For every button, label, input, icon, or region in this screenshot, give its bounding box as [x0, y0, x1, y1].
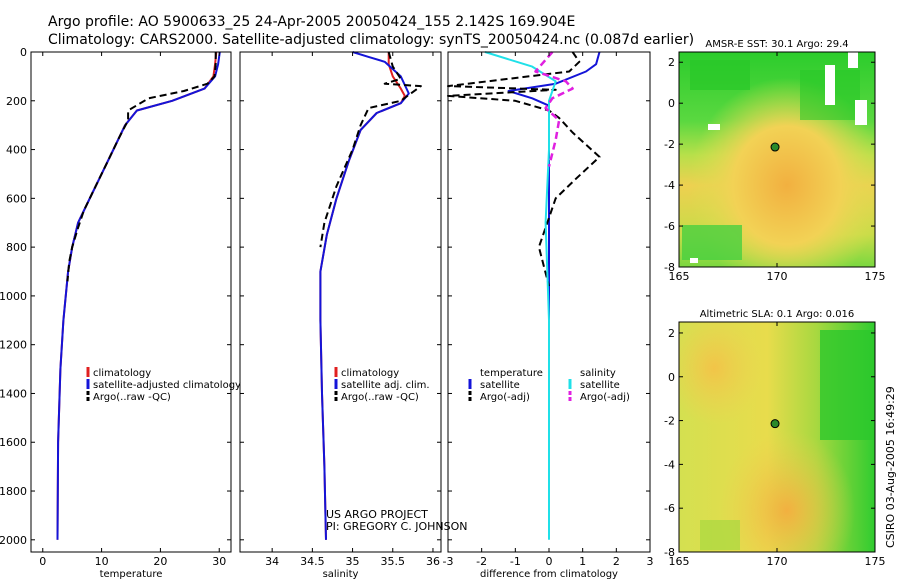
salinity-xtick-label: 34: [265, 555, 279, 568]
sst-xtick-label: 170: [767, 270, 788, 283]
salinity-xtick-label: 35.5: [381, 555, 406, 568]
sst-ytick-label: -8: [664, 261, 675, 274]
sla-xtick-label: 175: [865, 555, 886, 568]
difference-series-1: [507, 51, 601, 516]
sla-xtick-label: 165: [669, 555, 690, 568]
sst-ytick-label: -2: [664, 138, 675, 151]
difference-xtick-label: -1: [510, 555, 521, 568]
sla-xtick-label: 170: [767, 555, 788, 568]
temperature-series-1: [56, 51, 218, 540]
sst-map-image: [679, 52, 875, 267]
temperature-series-3: [66, 52, 217, 282]
temperature-legend-label: Argo(..raw -QC): [93, 392, 171, 403]
chart-sst: 165 170 175 2 0 -2 -4 -6 -8 AMSR-E SST: 30.1 Argo…: [664, 39, 885, 283]
sla-map-image: [679, 322, 875, 552]
temperature-legend-label: climatology: [93, 368, 151, 379]
sst-ytick-label: -4: [664, 179, 675, 192]
salinity-xtick-label: 35: [346, 555, 360, 568]
chart-sla: 165 170 175 2 0 -2 -4 -6 -8 Altimetric SLA: 0.1 A…: [664, 309, 885, 568]
sla-ytick-label: -8: [664, 546, 675, 559]
temperature-ytick-label: 1800: [0, 485, 27, 498]
temperature-ytick-label: 200: [6, 95, 27, 108]
sst-xtick-label: 175: [865, 270, 886, 283]
difference-xlabel: difference from climatology: [480, 569, 618, 580]
difference-xtick-label: -2: [476, 555, 487, 568]
difference-legend-label: Argo(-adj): [580, 392, 630, 403]
salinity-xlabel: salinity: [323, 569, 359, 580]
timestamp-stamp: CSIRO 03-Aug-2005 16:49:29: [884, 386, 897, 548]
temperature-xtick-label: 10: [95, 555, 109, 568]
temperature-xtick-label: 20: [153, 555, 167, 568]
salinity-xtick-label: 34.5: [300, 555, 325, 568]
temperature-series-2: [56, 51, 221, 540]
salinity-series-1: [319, 52, 406, 540]
sla-ytick-label: -4: [664, 458, 675, 471]
difference-xtick-label: 2: [613, 555, 620, 568]
temperature-xtick-label: 30: [212, 555, 226, 568]
chart-difference: -3 -2 -1 0 1 2 3 difference from climatology tem…: [443, 51, 654, 580]
sst-ytick-label: 0: [668, 97, 675, 110]
salinity-xtick-label: 36: [426, 555, 440, 568]
difference-legend-label: Argo(-adj): [480, 392, 530, 403]
temperature-ytick-label: 1600: [0, 436, 27, 449]
salinity-legend-label: climatology: [341, 368, 399, 379]
temperature-xlabel: temperature: [100, 569, 163, 580]
difference-legend-label: satellite: [580, 380, 620, 391]
salinity-legend-label: Argo(..raw -QC): [341, 392, 419, 403]
salinity-series-3: [319, 51, 422, 248]
difference-series-3: [484, 51, 557, 540]
sla-title: Altimetric SLA: 0.1 Argo: 0.016: [700, 309, 855, 320]
sst-xtick-label: 165: [669, 270, 690, 283]
difference-xtick-label: 3: [647, 555, 654, 568]
chart-temperature: 0 10 20 30 0 200 400 600 800 1000 1200 1400 1600 1800…: [0, 46, 241, 580]
salinity-axes-frame: [239, 51, 442, 553]
temperature-ytick-label: 800: [6, 241, 27, 254]
sst-title: AMSR-E SST: 30.1 Argo: 29.4: [705, 39, 848, 50]
difference-series-4: [534, 51, 574, 167]
difference-xtick-label: -3: [443, 555, 454, 568]
title-line1: Argo profile: AO 5900633_25 24-Apr-2005 …: [48, 14, 575, 30]
difference-xtick-label: 0: [546, 555, 553, 568]
sst-ytick-label: -6: [664, 220, 675, 233]
temperature-ytick-label: 1200: [0, 339, 27, 352]
salinity-legend-label: satellite adj. clim.: [341, 380, 430, 391]
temperature-ytick-label: 1400: [0, 387, 27, 400]
chart-salinity: 34 34.5 35 35.5 36 salinity climatologysatelli…: [239, 51, 442, 580]
credit-line1: US ARGO PROJECT: [326, 508, 428, 521]
temperature-ytick-label: 400: [6, 144, 27, 157]
temperature-xtick-label: 0: [39, 555, 46, 568]
sst-argo-marker: [770, 142, 780, 152]
difference-legend-label: salinity: [580, 368, 616, 379]
temperature-ytick-label: 2000: [0, 534, 27, 547]
difference-xtick-label: 1: [579, 555, 586, 568]
credit-line2: PI: GREGORY C. JOHNSON: [326, 520, 467, 533]
difference-series-2: [447, 51, 601, 287]
temperature-ytick-label: 0: [20, 46, 27, 59]
temperature-axes-frame: [30, 51, 232, 553]
sla-argo-marker: [770, 419, 780, 429]
temperature-ytick-label: 600: [6, 192, 27, 205]
sla-ytick-label: 0: [668, 371, 675, 384]
title-line2: Climatology: CARS2000. Satellite-adjuste…: [48, 32, 694, 48]
sla-ytick-label: -6: [664, 502, 675, 515]
temperature-ytick-label: 1000: [0, 290, 27, 303]
difference-legend-label: temperature: [480, 368, 543, 379]
salinity-series-2: [319, 51, 410, 540]
sla-ytick-label: 2: [668, 327, 675, 340]
sla-ytick-label: -2: [664, 415, 675, 428]
temperature-legend-label: satellite-adjusted climatology: [93, 380, 241, 391]
difference-legend-label: satellite: [480, 380, 520, 391]
sst-ytick-label: 2: [668, 56, 675, 69]
